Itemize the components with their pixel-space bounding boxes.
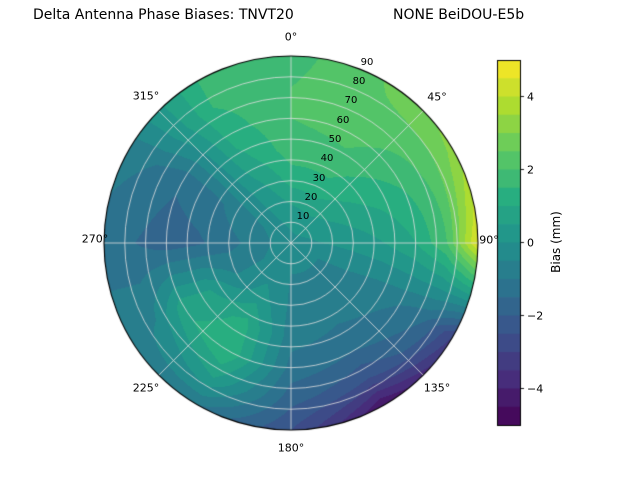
chart-title: Delta Antenna Phase Biases: TNVT20 [33, 7, 294, 23]
theta-tick-90: 90° [479, 233, 499, 247]
theta-tick-315: 315° [132, 89, 160, 103]
r-tick-70: 70 [344, 95, 358, 106]
r-tick-30: 30 [312, 173, 326, 184]
r-tick-60: 60 [336, 115, 350, 126]
r-tick-20: 20 [304, 192, 318, 203]
r-tick-10: 10 [296, 211, 310, 222]
theta-tick-0: 0° [284, 30, 298, 44]
r-tick-90: 90 [360, 57, 374, 68]
theta-tick-135: 135° [423, 381, 451, 395]
r-tick-80: 80 [352, 76, 366, 87]
colorbar-tick-4: 4 [527, 90, 534, 104]
theta-tick-45: 45° [427, 90, 447, 104]
theta-tick-225: 225° [132, 381, 160, 395]
theta-tick-180: 180° [277, 441, 305, 455]
colorbar-tick-2: 2 [527, 163, 534, 177]
colorbar-axis-label: Bias (mm) [549, 211, 563, 273]
theta-tick-270: 270° [81, 232, 109, 246]
colorbar-tick-0: 0 [527, 236, 534, 250]
chart-subtitle: NONE BeiDOU-E5b [393, 7, 525, 23]
colorbar-tick-neg4: −4 [527, 382, 544, 396]
colorbar-tick-neg2: −2 [527, 309, 544, 323]
r-tick-50: 50 [328, 134, 342, 145]
r-tick-40: 40 [320, 153, 334, 164]
